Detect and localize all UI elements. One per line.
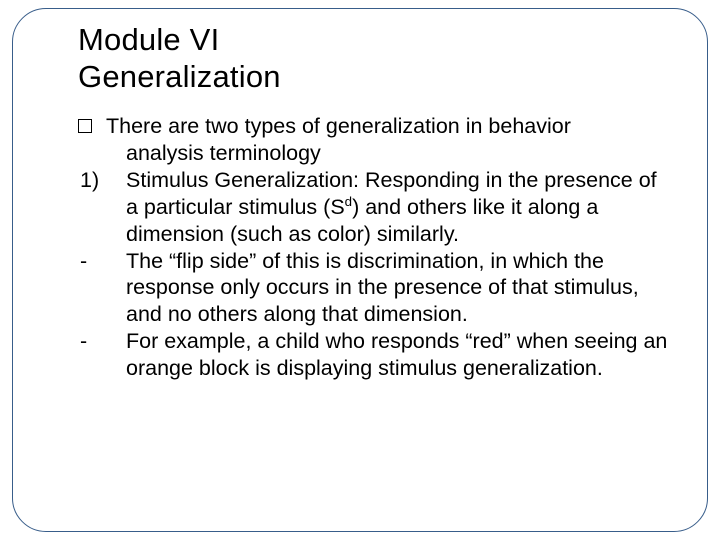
list-item-2: - The “flip side” of this is discriminat… [78, 248, 668, 329]
intro-text-cont: analysis terminology [126, 140, 668, 167]
slide-body: There are two types of generalization in… [78, 113, 668, 382]
item1-marker: 1) [78, 167, 126, 194]
item2-text: The “flip side” of this is discriminatio… [126, 248, 668, 329]
item2-marker: - [78, 248, 126, 275]
item1-superscript: d [345, 194, 352, 209]
intro-row: There are two types of generalization in… [78, 113, 668, 140]
intro-cont-row: analysis terminology [78, 140, 668, 167]
title-line-1: Module VI [78, 22, 219, 57]
item3-marker: - [78, 328, 126, 355]
square-bullet-icon [78, 113, 106, 140]
list-item-1: 1) Stimulus Generalization: Responding i… [78, 167, 668, 248]
slide-title: Module VI Generalization [78, 22, 668, 95]
slide-content: Module VI Generalization There are two t… [78, 22, 668, 382]
item3-text: For example, a child who responds “red” … [126, 328, 668, 382]
item1-text: Stimulus Generalization: Responding in t… [126, 167, 668, 248]
list-item-3: - For example, a child who responds “red… [78, 328, 668, 382]
title-line-2: Generalization [78, 59, 281, 94]
intro-text-first: There are two types of generalization in… [106, 113, 668, 140]
